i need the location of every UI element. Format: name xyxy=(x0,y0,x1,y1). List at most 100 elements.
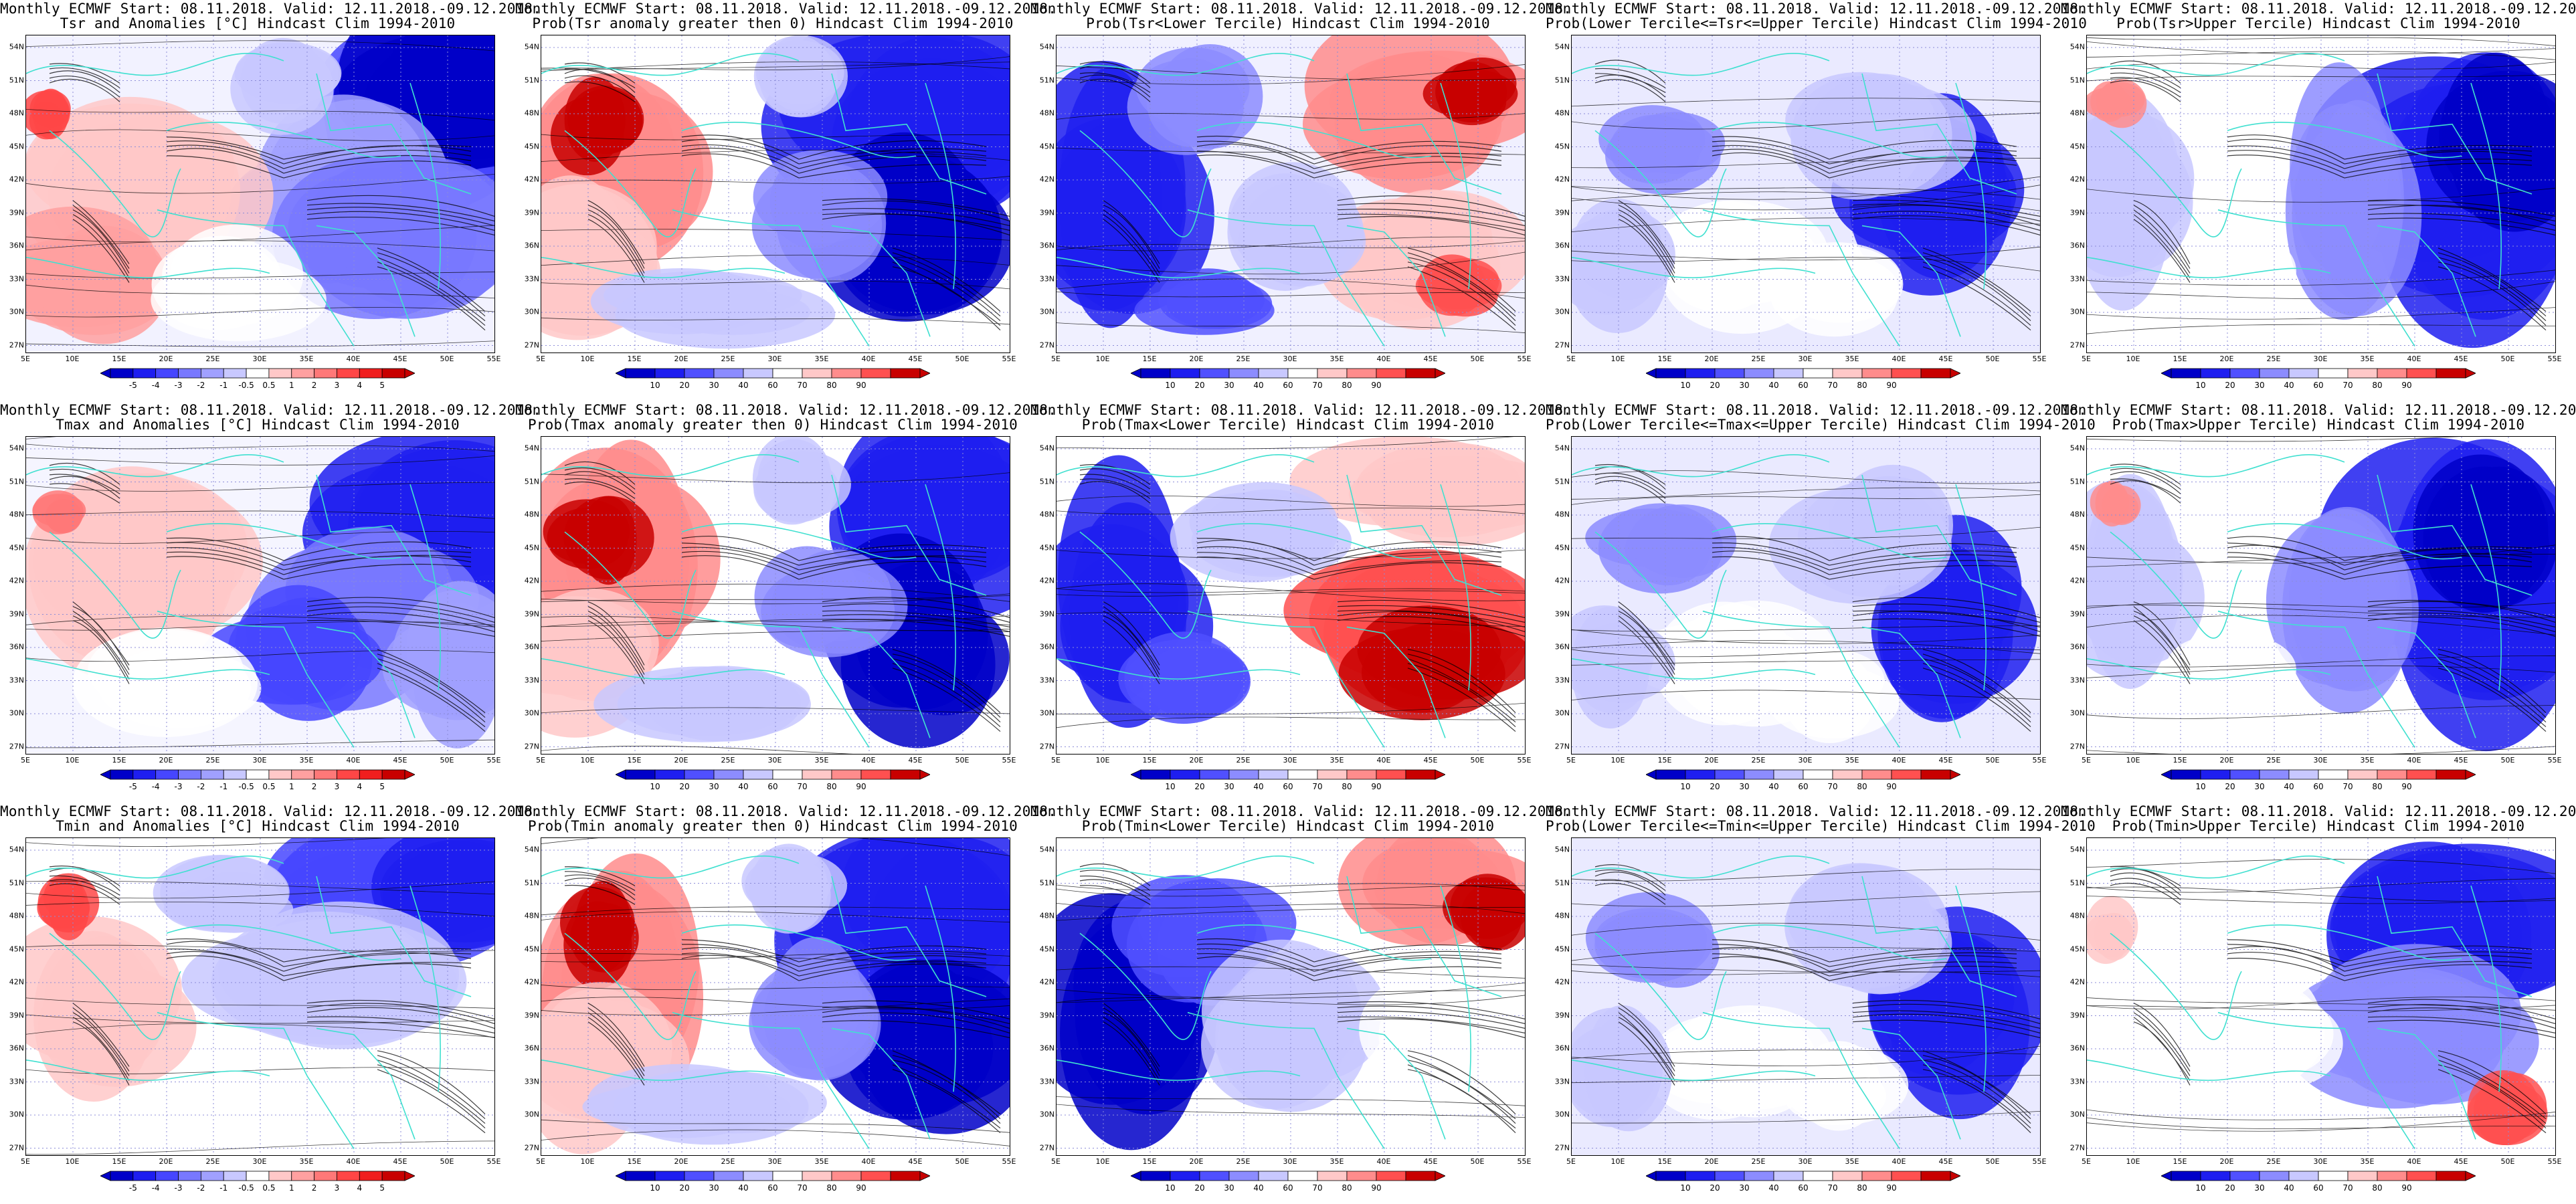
colorbar-swatch xyxy=(2259,1171,2290,1181)
colorbar-label: 20 xyxy=(679,782,689,791)
longitude-label: 10E xyxy=(580,1157,595,1166)
colorbar-label: 10 xyxy=(1165,381,1175,390)
colorbar-label: 80 xyxy=(1857,1183,1867,1193)
latitude-label: 54N xyxy=(524,42,539,52)
colorbar-swatch xyxy=(1140,368,1171,379)
latitude-label: 51N xyxy=(2069,878,2085,887)
colorbar-swatch xyxy=(1258,769,1289,780)
colorbar-label: -2 xyxy=(197,782,205,791)
latitude-label: 51N xyxy=(2069,477,2085,486)
latitude-label: 39N xyxy=(1554,1011,1570,1019)
colorbar-label: 70 xyxy=(797,381,807,390)
anomaly-shading xyxy=(1056,838,1525,1150)
latitude-label: 33N xyxy=(1554,1077,1570,1086)
forecast-panel: Monthly ECMWF Start: 08.11.2018. Valid: … xyxy=(1030,803,1572,1204)
latitude-label: 39N xyxy=(2069,208,2085,217)
latitude-label: 45N xyxy=(1554,944,1570,953)
colorbar-label: -4 xyxy=(152,782,160,791)
colorbar-swatch xyxy=(1861,769,1892,780)
panel-title: Monthly ECMWF Start: 08.11.2018. Valid: … xyxy=(0,804,541,833)
forecast-panel: Monthly ECMWF Start: 08.11.2018. Valid: … xyxy=(515,803,1056,1204)
contour-lines xyxy=(2087,37,2555,334)
graticule xyxy=(2087,437,2555,754)
longitude-label: 50E xyxy=(1985,355,2000,363)
coastlines xyxy=(1056,52,1502,346)
longitude-label: 25E xyxy=(2266,1157,2281,1166)
colorbar-label: 80 xyxy=(826,782,836,791)
colorbar-swatch xyxy=(1170,769,1200,780)
longitude-label: 55E xyxy=(2547,355,2562,363)
colorbar-label: 70 xyxy=(797,782,807,791)
longitude-label: 25E xyxy=(1751,1157,1766,1166)
panel-title: Monthly ECMWF Start: 08.11.2018. Valid: … xyxy=(2061,804,2576,833)
colorbar-label: 90 xyxy=(1886,381,1896,390)
colorbar-swatch xyxy=(1861,368,1892,379)
colorbar-label: 4 xyxy=(357,782,362,791)
latitude-labels: 54N 51N 48N 45N 42N 39N 36N 33N 30N 27N xyxy=(2062,837,2085,1155)
colorbar-swatch xyxy=(1773,368,1804,379)
latitude-label: 42N xyxy=(1039,977,1054,987)
panel-title: Monthly ECMWF Start: 08.11.2018. Valid: … xyxy=(1030,403,1572,432)
latitude-label: 45N xyxy=(2069,944,2085,953)
longitude-label: 50E xyxy=(1470,756,1485,765)
colorbar-legend: 10 20 30 40 60 70 80 90 xyxy=(2161,1171,2476,1195)
latitude-label: 33N xyxy=(2069,274,2085,283)
latitude-label: 27N xyxy=(1554,1143,1570,1152)
colorbar-swatch xyxy=(1891,368,1922,379)
colorbar-label: 10 xyxy=(1680,782,1690,791)
graticule xyxy=(26,437,494,754)
longitude-label: 30E xyxy=(1798,756,1813,765)
colorbar-label: 60 xyxy=(1283,381,1293,390)
longitude-label: 10E xyxy=(65,756,80,765)
latitude-labels: 54N 51N 48N 45N 42N 39N 36N 33N 30N 27N xyxy=(1,837,24,1155)
panel-title: Monthly ECMWF Start: 08.11.2018. Valid: … xyxy=(2061,1,2576,31)
latitude-label: 39N xyxy=(524,609,539,618)
latitude-label: 36N xyxy=(9,1043,24,1053)
longitude-label: 15E xyxy=(2173,355,2187,363)
longitude-labels: 5E 10E 15E 20E 25E 30E 35E 40E 45E 50E 55E xyxy=(21,355,500,364)
latitude-label: 48N xyxy=(1039,510,1054,519)
colorbar-label: 60 xyxy=(1283,782,1293,791)
colorbar-label: 40 xyxy=(1768,782,1778,791)
colorbar-label: 80 xyxy=(2372,381,2382,390)
longitude-label: 50E xyxy=(1470,355,1485,363)
latitude-label: 48N xyxy=(9,510,24,519)
longitude-label: 35E xyxy=(2360,756,2375,765)
colorbar-label: 10 xyxy=(2195,381,2205,390)
colorbar-label: -0.5 xyxy=(238,782,254,791)
colorbar-label: 30 xyxy=(1224,782,1234,791)
colorbar-swatch xyxy=(1405,368,1436,379)
longitude-label: 5E xyxy=(21,1157,30,1166)
panel-title: Monthly ECMWF Start: 08.11.2018. Valid: … xyxy=(515,403,1056,432)
latitude-label: 33N xyxy=(1554,274,1570,283)
latitude-label: 45N xyxy=(1039,543,1054,552)
latitude-label: 36N xyxy=(9,642,24,651)
latitude-label: 33N xyxy=(9,1077,24,1086)
latitude-label: 36N xyxy=(524,642,539,651)
latitude-label: 42N xyxy=(524,977,539,987)
latitude-label: 48N xyxy=(524,108,539,118)
colorbar: 10 20 30 40 60 70 80 90 xyxy=(616,1171,930,1193)
latitude-labels: 54N 51N 48N 45N 42N 39N 36N 33N 30N 27N xyxy=(1547,436,1570,753)
latitude-label: 30N xyxy=(524,307,539,316)
latitude-label: 42N xyxy=(2069,576,2085,585)
colorbar-label: 70 xyxy=(2342,1183,2353,1193)
latitude-label: 48N xyxy=(1554,108,1570,118)
panel-title-line2: Tmax and Anomalies [°C] Hindcast Clim 19… xyxy=(56,417,460,433)
colorbar-swatch xyxy=(625,769,656,780)
colorbar-swatch xyxy=(1140,769,1171,780)
latitude-label: 54N xyxy=(9,443,24,453)
longitude-label: 45E xyxy=(2454,1157,2468,1166)
colorbar-label: 80 xyxy=(1342,1183,1352,1193)
colorbar-label: 30 xyxy=(1224,1183,1234,1193)
contour-lines xyxy=(26,40,494,347)
colorbar-legend: 10 20 30 40 60 70 80 90 xyxy=(1646,368,1960,392)
colorbar-swatch xyxy=(1744,769,1774,780)
colorbar-label: 10 xyxy=(1680,381,1690,390)
colorbar-swatch xyxy=(314,1171,337,1181)
colorbar-label: 60 xyxy=(2313,381,2323,390)
longitude-label: 50E xyxy=(955,1157,970,1166)
colorbar-label: 30 xyxy=(2254,782,2264,791)
latitude-label: 30N xyxy=(1039,307,1054,316)
colorbar-label: 80 xyxy=(826,381,836,390)
